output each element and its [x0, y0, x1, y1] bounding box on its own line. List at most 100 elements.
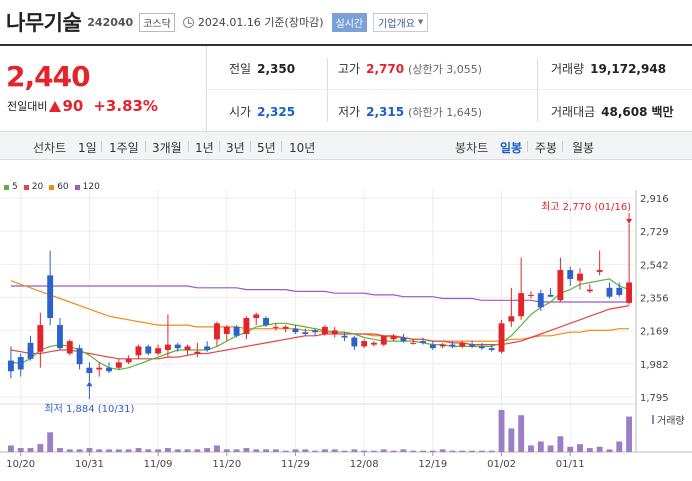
candle-body — [233, 326, 240, 336]
volume-bar — [518, 415, 525, 452]
ma-line-ma20 — [10, 305, 630, 360]
high-arrow-head — [626, 218, 633, 224]
ma-line-ma5 — [10, 278, 630, 371]
candle-body — [547, 294, 554, 297]
date-basis: 기준(장마감) — [264, 16, 324, 29]
volume-bar — [125, 449, 132, 452]
legend-60: 60 — [57, 182, 69, 192]
volume-bar — [106, 449, 112, 452]
volume-bar — [57, 448, 63, 452]
candle-monthly[interactable]: 월봉 — [572, 141, 595, 155]
volume-bar — [164, 448, 171, 452]
candle-body — [508, 316, 515, 322]
y-tick-label: 2,542 — [640, 260, 669, 271]
volume-bar — [174, 449, 181, 452]
period-1y[interactable]: 1년 — [195, 141, 214, 155]
volume-bar — [47, 432, 54, 452]
candle-body — [606, 287, 613, 297]
high-annotation: 최고 2,770 (01/16) — [541, 201, 631, 213]
candle-chart-label: 봉차트 — [455, 141, 489, 155]
x-tick-label: 01/11 — [556, 459, 585, 470]
volume-bar — [341, 450, 348, 452]
candle-body — [459, 342, 466, 347]
volume-bar — [361, 450, 368, 452]
volume-bar — [292, 449, 299, 452]
stock-name: 나무기술 — [6, 11, 82, 35]
candle-body — [214, 323, 220, 340]
candle-body — [86, 367, 93, 374]
candle-body — [272, 326, 279, 328]
volume-bar — [145, 449, 152, 452]
x-tick-label: 12/08 — [350, 459, 379, 470]
candle-daily[interactable]: 일봉 — [500, 141, 523, 155]
candle-body — [282, 326, 289, 329]
volume-bar — [547, 445, 554, 452]
amount-value: 48,608 — [601, 105, 648, 119]
period-5y[interactable]: 5년 — [257, 141, 276, 155]
volume-bar — [282, 450, 289, 452]
candle-body — [361, 341, 368, 347]
candle-body — [567, 270, 574, 279]
candle-body — [194, 351, 201, 354]
volume-bar — [214, 445, 220, 452]
volume-bar — [27, 448, 34, 452]
candle-body — [341, 335, 348, 338]
volume-bar — [96, 449, 103, 452]
company-info-label: 기업개요 — [378, 18, 415, 30]
candle-body — [518, 293, 525, 317]
low-price: 저가 2,315 (하한가 1,645) — [338, 103, 482, 120]
candlestick-chart[interactable]: 2,916 2,729 2,542 2,356 2,169 1,982 1,795 10/20… — [0, 160, 692, 481]
volume-bar — [321, 449, 328, 452]
open-price: 시가 2,325 — [229, 103, 295, 120]
change-percent: +3.83% — [93, 97, 158, 115]
clock-icon — [182, 16, 194, 28]
volume-bar — [469, 450, 476, 452]
volume-bar — [86, 448, 93, 452]
candle-body — [312, 330, 319, 333]
candle-body — [47, 275, 54, 319]
candle-body — [57, 325, 63, 349]
volume-bar — [194, 449, 201, 452]
volume-bar — [223, 449, 230, 452]
high-value: 2,770 — [366, 62, 405, 76]
candle-weekly[interactable]: 주봉 — [535, 141, 558, 155]
period-1w[interactable]: 1주일 — [109, 141, 139, 155]
x-tick-label: 10/20 — [6, 459, 35, 470]
company-info-dropdown[interactable]: 기업개요 ▼ — [373, 12, 429, 32]
ma-line-ma120 — [10, 285, 630, 303]
volume-bar — [577, 444, 583, 452]
y-tick-label: 1,795 — [640, 393, 669, 404]
realtime-button[interactable]: 실시간 — [331, 12, 368, 32]
candle-body — [390, 335, 397, 340]
open-label: 시가 — [229, 105, 252, 119]
ma-line-ma60 — [10, 280, 630, 342]
y-tick-label: 2,169 — [640, 327, 669, 338]
candle-body — [616, 287, 623, 295]
low-value: 2,315 — [366, 105, 405, 119]
lower-limit: (하한가 1,645) — [408, 106, 482, 119]
volume-bar — [272, 449, 279, 452]
volume-bar — [7, 445, 14, 452]
candle-body — [37, 325, 44, 352]
high-label: 고가 — [338, 62, 361, 76]
candle-body — [557, 270, 564, 301]
volume-value: 19,172,948 — [590, 62, 667, 76]
candle-body — [498, 323, 505, 352]
volume-bar — [351, 449, 358, 452]
period-1d[interactable]: 1일 — [78, 141, 97, 155]
volume-bar — [204, 448, 211, 452]
high-price: 고가 2,770 (상한가 3,055) — [338, 60, 482, 77]
volume-bar — [115, 449, 122, 452]
period-10y[interactable]: 10년 — [289, 141, 316, 155]
period-3y[interactable]: 3년 — [226, 141, 245, 155]
candle-body — [586, 289, 593, 292]
candle-body — [596, 270, 603, 272]
ma-legend: 5 20 60 120 — [4, 182, 100, 192]
period-3m[interactable]: 3개월 — [152, 141, 182, 155]
candle-body — [331, 330, 338, 334]
y-tick-label: 2,916 — [640, 194, 669, 205]
candle-body — [115, 362, 122, 368]
candle-body — [537, 293, 544, 308]
candle-body — [439, 344, 446, 347]
volume-bar — [184, 449, 191, 452]
